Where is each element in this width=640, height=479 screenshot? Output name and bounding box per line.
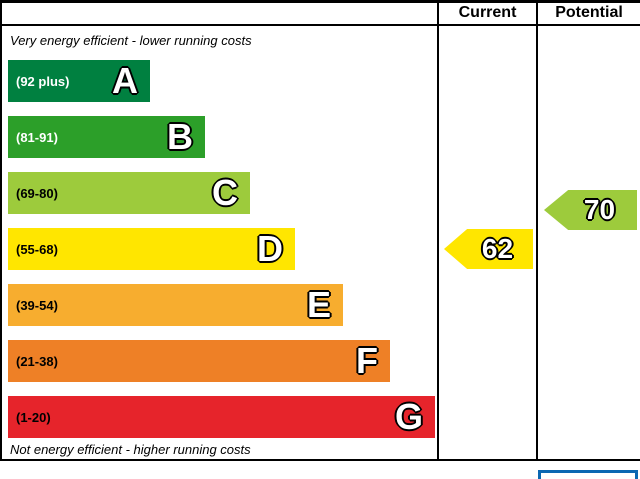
band-g-range: (1-20)	[16, 409, 51, 425]
top-caption: Very energy efficient - lower running co…	[10, 33, 252, 48]
band-a: (92 plus) A	[8, 60, 150, 102]
current-column-header: Current	[458, 4, 517, 21]
band-c-range: (69-80)	[16, 185, 58, 201]
band-a-letter: A	[112, 60, 138, 101]
band-d-letter: D	[257, 228, 283, 269]
band-b: (81-91) B	[8, 116, 205, 158]
left-border	[0, 0, 2, 461]
potential-column-divider	[536, 0, 538, 461]
band-a-range: (92 plus)	[16, 73, 70, 89]
potential-rating-value: 70	[583, 194, 616, 225]
band-d: (55-68) D	[8, 228, 295, 270]
bottom-border	[0, 459, 640, 461]
band-e: (39-54) E	[8, 284, 343, 326]
current-column-divider	[437, 0, 439, 461]
bottom-caption: Not energy efficient - higher running co…	[10, 442, 251, 457]
band-f: (21-38) F	[8, 340, 390, 382]
band-b-letter: B	[167, 116, 193, 157]
band-g: (1-20) G	[8, 396, 435, 438]
top-border	[0, 0, 640, 3]
header-divider	[0, 24, 640, 26]
band-f-letter: F	[356, 340, 378, 381]
band-b-range: (81-91)	[16, 129, 58, 145]
current-rating-arrow: 62	[444, 229, 533, 269]
band-f-range: (21-38)	[16, 353, 58, 369]
band-g-letter: G	[394, 396, 423, 437]
band-c: (69-80) C	[8, 172, 250, 214]
potential-column-header: Potential	[555, 4, 623, 21]
current-rating-value: 62	[481, 233, 514, 264]
band-e-range: (39-54)	[16, 297, 58, 313]
band-d-range: (55-68)	[16, 241, 58, 257]
potential-rating-arrow: 70	[544, 190, 637, 230]
eu-directive-box-partial	[538, 470, 638, 479]
band-c-letter: C	[212, 172, 238, 213]
band-e-letter: E	[306, 284, 331, 325]
